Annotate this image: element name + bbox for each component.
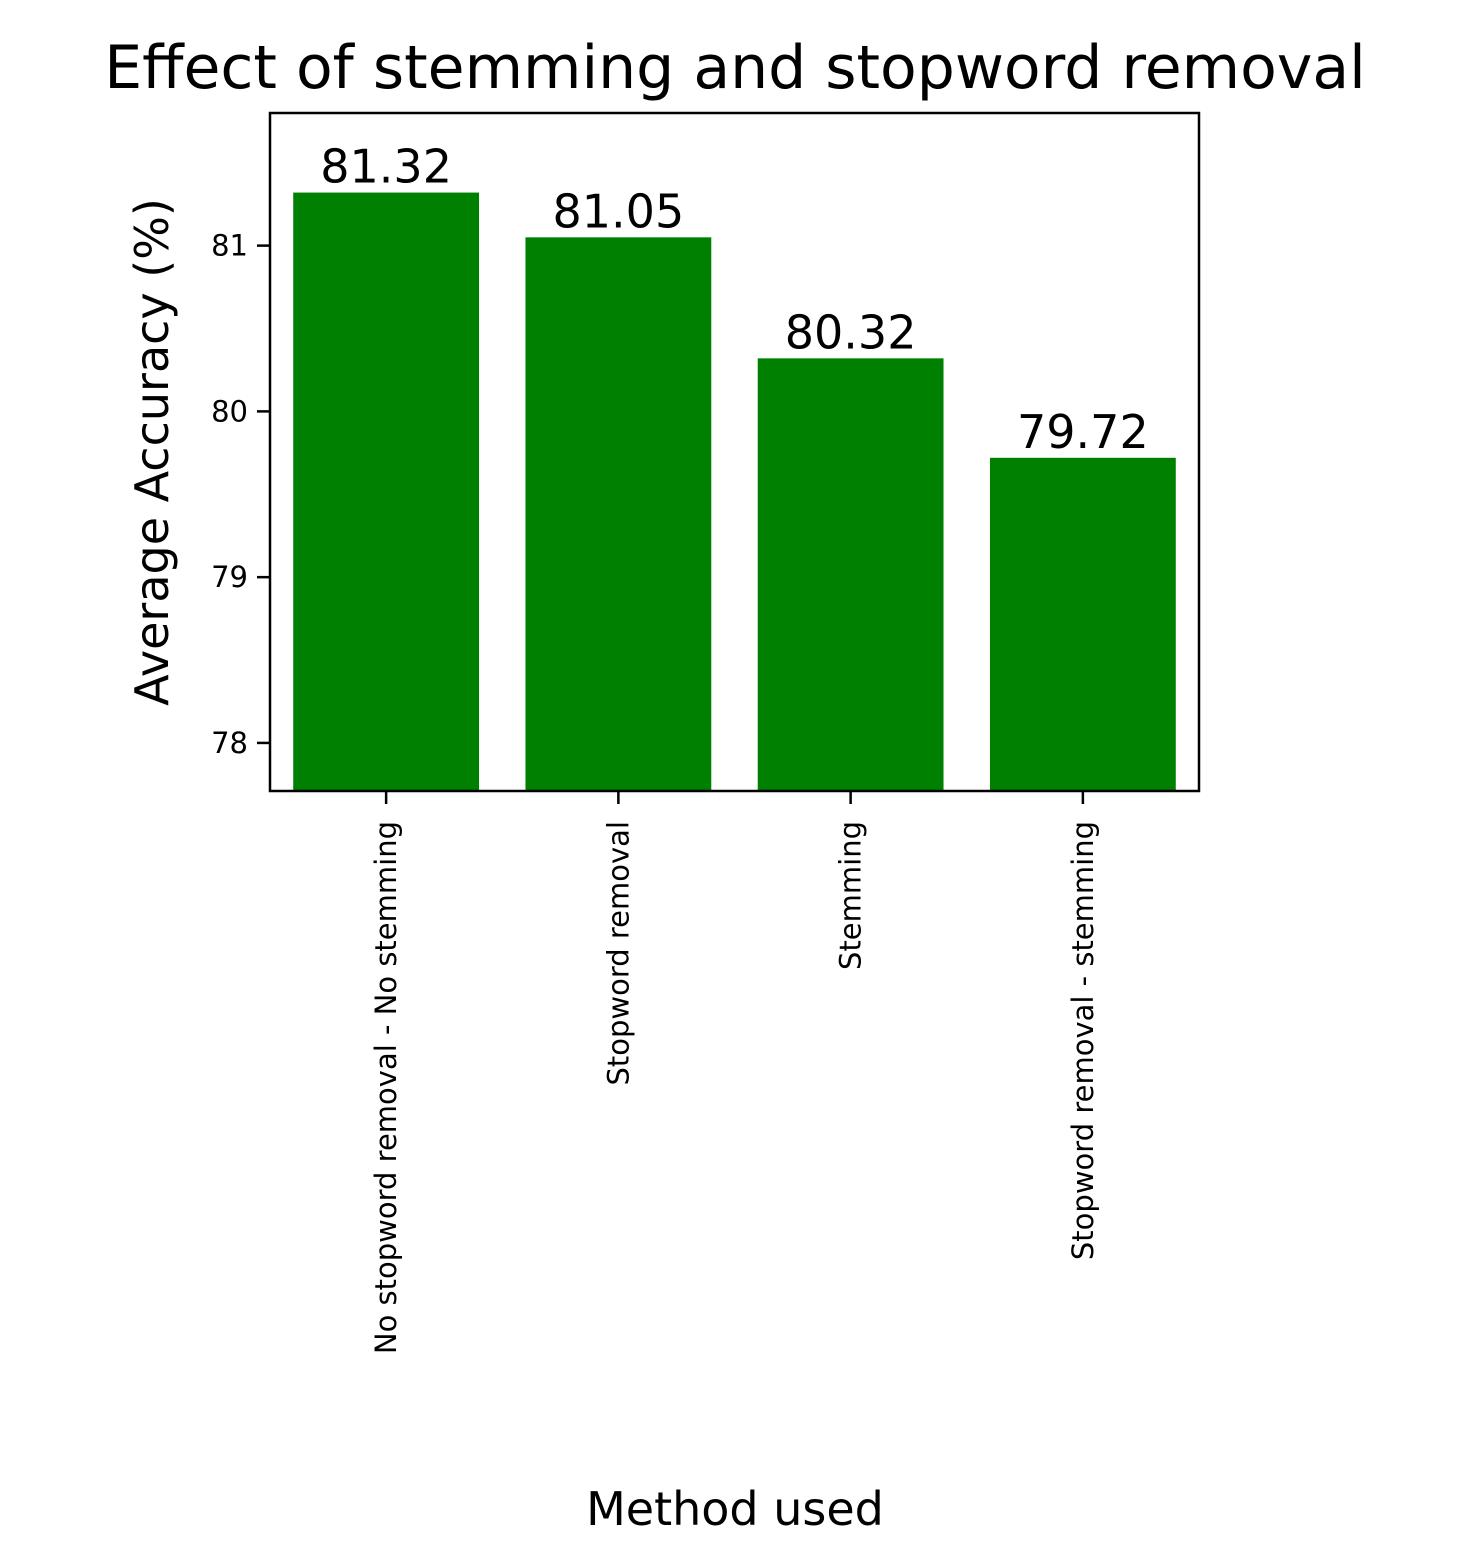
bar — [293, 192, 480, 791]
x-tick-label: No stopword removal - No stemming — [369, 821, 403, 1354]
bar — [989, 457, 1176, 791]
bars-layer — [293, 192, 1176, 791]
y-axis-title: Average Accuracy (%) — [125, 198, 179, 706]
y-tick-label: 78 — [211, 726, 248, 760]
bar — [757, 358, 944, 791]
bar-value-label: 80.32 — [785, 305, 917, 359]
chart-title: Effect of stemming and stopword removal — [104, 33, 1366, 103]
bar-value-label: 81.05 — [553, 184, 685, 238]
plot-frame — [268, 111, 1201, 793]
x-tick-label: Stopword removal - stemming — [1066, 821, 1100, 1260]
x-tick-label: Stemming — [834, 821, 868, 970]
data-labels: 81.32 81.05 80.32 79.72 — [320, 140, 1148, 459]
y-tick-label: 80 — [211, 394, 248, 428]
x-axis: No stopword removal - No stemming Stopwor… — [369, 791, 1100, 1354]
y-tick-label: 81 — [211, 229, 248, 263]
y-axis: 78 79 80 81 — [211, 229, 270, 760]
bar-value-label: 79.72 — [1017, 405, 1149, 459]
x-tick-label: Stopword removal — [601, 821, 635, 1086]
x-axis-title: Method used — [586, 1482, 884, 1536]
y-tick-label: 79 — [211, 560, 248, 594]
bar-value-label: 81.32 — [320, 140, 452, 194]
bar — [525, 237, 712, 791]
